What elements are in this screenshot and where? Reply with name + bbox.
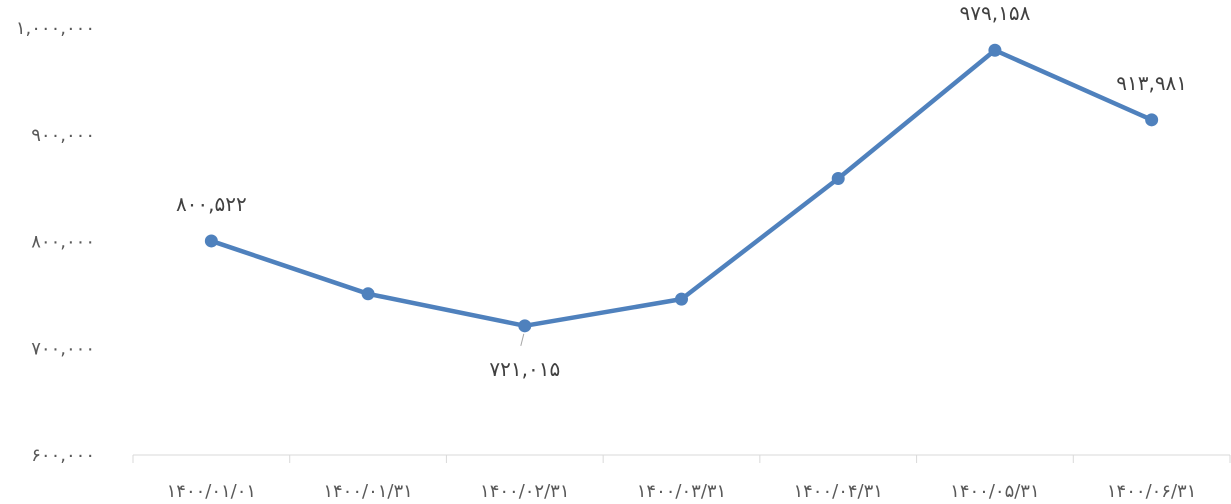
x-tick-label: ۱۴۰۰/۰۱/۳۱ [323,481,412,502]
series-line [209,47,1154,329]
x-tick-label: ۱۴۰۰/۰۱/۰۱ [167,481,256,502]
x-tick-label: ۱۴۰۰/۰۴/۳۱ [793,481,882,502]
x-axis: ۱۴۰۰/۰۱/۰۱ ۱۴۰۰/۰۱/۳۱ ۱۴۰۰/۰۲/۳۱ ۱۴۰۰/۰۳/۳۱… [132,454,1231,502]
data-label-leader [520,333,525,346]
data-label: ۸۰۰,۵۲۲ [176,192,247,216]
x-tick-label: ۱۴۰۰/۰۲/۳۱ [480,481,569,502]
data-point [361,287,375,301]
data-point [831,172,845,186]
y-tick-label: ۹۰۰,۰۰۰ [31,125,95,146]
data-point [204,234,218,248]
data-point [675,292,688,306]
data-point [1145,113,1159,127]
y-tick-label: ۶۰۰,۰۰۰ [31,445,95,466]
y-axis: ۶۰۰,۰۰۰ ۷۰۰,۰۰۰ ۸۰۰,۰۰۰ ۹۰۰,۰۰۰ ۱,۰۰۰,۰۰۰ [16,18,95,466]
x-tick-label: ۱۴۰۰/۰۶/۳۱ [1107,481,1196,502]
data-point [988,43,1002,57]
y-tick-label: ۷۰۰,۰۰۰ [31,338,95,359]
y-tick-label: ۱,۰۰۰,۰۰۰ [16,18,95,39]
data-label: ۹۱۳,۹۸۱ [1116,71,1187,95]
data-label: ۹۷۹,۱۵۸ [960,1,1031,25]
y-tick-label: ۸۰۰,۰۰۰ [31,232,95,253]
x-tick-label: ۱۴۰۰/۰۳/۳۱ [637,481,726,502]
series-group [204,43,1159,333]
data-point [518,319,532,333]
x-tick-label: ۱۴۰۰/۰۵/۳۱ [950,481,1039,502]
data-labels: ۸۰۰,۵۲۲ ۷۲۱,۰۱۵ ۹۷۹,۱۵۸ ۹۱۳,۹۸۱ [176,1,1187,381]
data-label: ۷۲۱,۰۱۵ [489,357,560,381]
